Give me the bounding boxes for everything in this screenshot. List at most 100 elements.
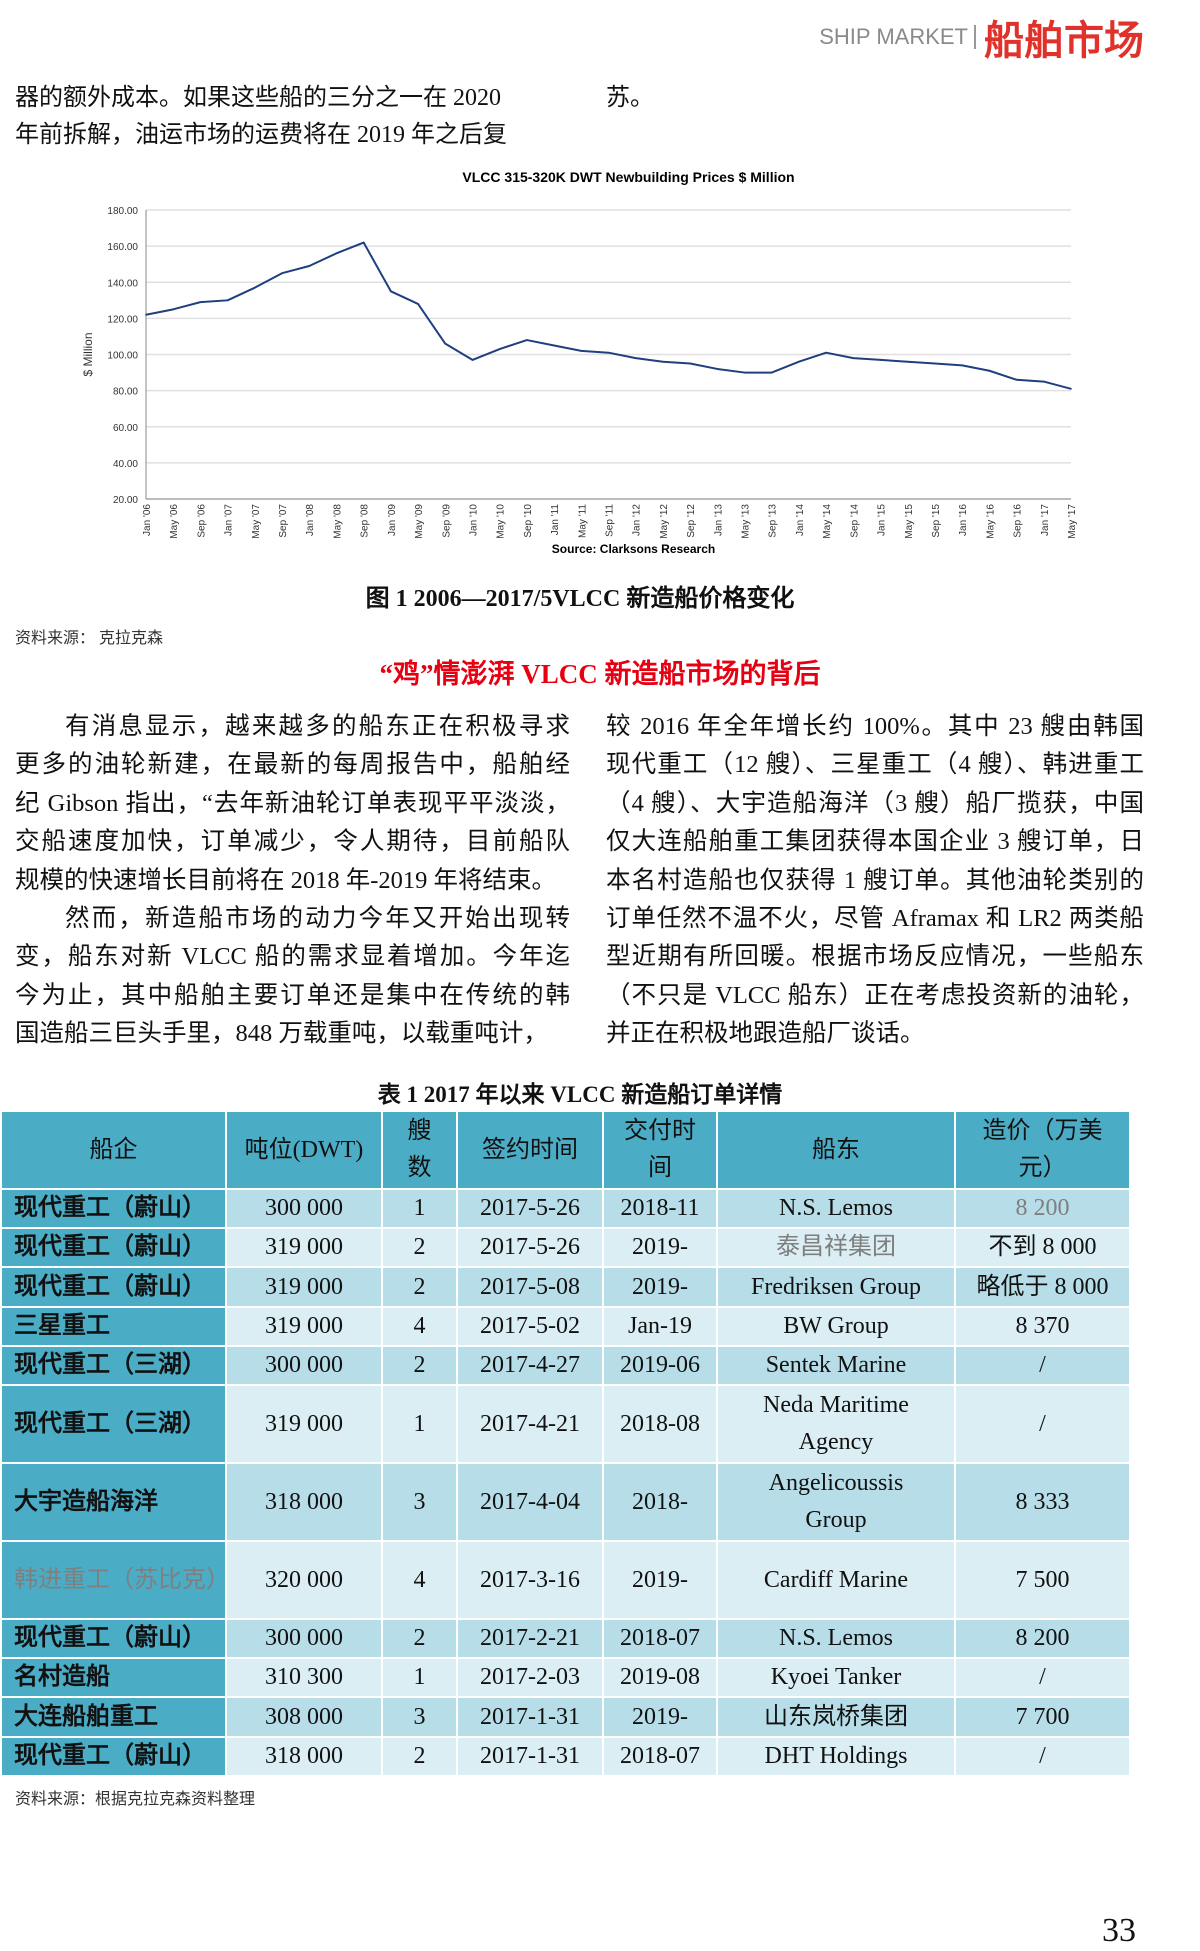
table-row: 韩进重工（苏比克） 320 000 4 2017-3-16 2019- Cardiff M… [0,1540,1131,1620]
data-point [553,344,555,347]
table-cell: 2019- [602,1227,718,1268]
x-tick-label: May '12 [659,504,670,539]
paragraph-line: 现代重工（12 艘）、三星重工（4 艘）、韩进重工 [606,751,1144,779]
data-point [1015,378,1018,381]
figure-caption: 图 1 2006—2017/5VLCC 新造船价格变化 [365,586,795,612]
table-cell: 319 000 [225,1227,383,1268]
table-cell: 318 000 [225,1736,383,1777]
table-cell: BW Group [716,1306,956,1347]
column-header-label: 船企 [89,1136,138,1163]
y-tick-label: 100.00 [107,351,138,362]
table-cell: 2017-4-21 [456,1384,604,1464]
table-header-row: 船企 吨位(DWT) 艘数 签约时间 交付时间 船东 造价（万美元） [0,1110,1131,1190]
x-tick-label: Sep '07 [278,504,289,538]
page-number: 33 [1102,1912,1136,1949]
header-cn: 船舶市场 [984,18,1144,64]
data-point [716,368,719,370]
x-tick-label: May '13 [741,504,752,539]
table-cell: Angelicoussis Group [716,1462,956,1542]
column-header: 船企 [0,1110,227,1190]
data-point [226,299,229,302]
paragraph-line: 并正在积极地跟造船厂谈话。 [606,1020,925,1048]
data-point [308,265,311,267]
table-cell: 韩进重工（苏比克） [0,1540,227,1620]
figure-source: 资料来源： 克拉克森 [15,630,164,647]
intro-line: 年前拆解，油运市场的运费将在 2019 年之后复 [15,122,507,148]
table-row: 现代重工（三湖） 300 000 2 2017-4-27 2019-06 Sentek M… [0,1345,1131,1386]
table-cell: 现代重工（蔚山） [0,1188,227,1229]
x-tick-label: Sep '06 [196,504,207,538]
table-cell: 7 500 [954,1540,1131,1620]
table-source: 资料来源：根据克拉克森资料整理 [15,1791,256,1808]
data-point [634,357,637,359]
paragraph-line: 本名村造船也仅获得 1 艘订单。其他油轮类别的 [606,866,1144,894]
data-point [172,308,175,311]
table-cell: 300 000 [225,1618,383,1659]
chart-title: VLCC 315-320K DWT Newbuilding Prices $ M… [462,170,794,185]
table-cell: 2019- [602,1540,718,1620]
table-cell: 1 [381,1384,458,1464]
x-tick-label: Jan '11 [550,504,561,536]
x-tick-label: May '17 [1067,504,1078,539]
y-tick-label: 120.00 [107,314,138,325]
table-cell: 山东岚桥集团 [716,1696,956,1738]
table-cell: 320 000 [225,1540,383,1620]
x-tick-label: Sep '14 [849,504,860,538]
table-cell: 现代重工（蔚山） [0,1736,227,1777]
table-cell: 名村造船 [0,1657,227,1698]
table-cell: 3 [381,1462,458,1542]
data-point [662,360,664,363]
data-point [362,241,365,244]
table-cell: 4 [381,1540,458,1620]
x-tick-label: Jan '10 [468,504,479,536]
table-cell: / [954,1345,1131,1386]
left-column: 有消息显示，越来越多的船东正在积极寻求 更多的油轮新建，在最新的每周报告中，船舶经… [15,708,570,1054]
table-cell: 三星重工 [0,1306,227,1347]
table-cell: Neda Maritime Agency [716,1384,956,1464]
table-row: 大宇造船海洋 318 000 3 2017-4-04 2018- Angelicoussi… [0,1462,1131,1542]
right-column: 较 2016 年全年增长约 100%。其中 23 艘由韩国 现代重工（12 艘）、… [606,708,1144,1054]
column-header: 吨位(DWT) [225,1110,383,1190]
header-en: SHIP MARKET [819,24,968,49]
table-cell: 2019-08 [602,1657,718,1698]
table-cell: 2017-1-31 [456,1736,604,1777]
x-tick-label: Jan '08 [305,504,316,536]
data-point [281,272,283,275]
x-tick-label: Jan '07 [224,504,235,536]
data-point [254,286,256,289]
table-cell: 2019-06 [602,1345,718,1386]
column-header: 艘数 [381,1110,458,1190]
table-cell: 4 [381,1306,458,1347]
paragraph-line: 型近期有所回暖。根据市场反应情况，一些船东 [606,943,1144,971]
y-tick-label: 180.00 [107,206,138,217]
x-tick-label: May '11 [577,504,588,538]
table-cell: 现代重工（蔚山） [0,1227,227,1268]
x-tick-label: Jan '06 [142,504,153,536]
table-cell: 现代重工（三湖） [0,1384,227,1464]
y-tick-label: 20.00 [113,495,138,506]
x-tick-label: May '15 [904,504,915,539]
table-cell: 3 [381,1696,458,1738]
table-cell: 大宇造船海洋 [0,1462,227,1542]
table-cell: 不到 8 000 [954,1227,1131,1268]
intro-line: 器的额外成本。如果这些船的三分之一在 2020 [15,85,501,111]
paragraph-line: 变，船东对新 VLCC 船的需求显着增加。今年迄 [15,943,570,971]
x-tick-label: Sep '10 [523,504,534,538]
table-row: 名村造船 310 300 1 2017-2-03 2019-08 Kyoei Tanker… [0,1657,1131,1698]
data-point [934,362,936,365]
table-cell: 2 [381,1227,458,1268]
header-divider [974,25,976,49]
orders-table: 船企 吨位(DWT) 艘数 签约时间 交付时间 船东 造价（万美元） 现代重工（蔚山） 300… [0,1110,1131,1777]
table-row: 现代重工（蔚山） 300 000 1 2017-5-26 2018-11 N.S. Lem… [0,1188,1131,1229]
data-point [961,364,963,367]
x-tick-label: May '06 [169,504,180,539]
table-cell: 2017-2-21 [456,1618,604,1659]
table-cell: 2019- [602,1266,718,1308]
table-cell: 2017-5-08 [456,1266,604,1308]
column-header: 造价（万美元） [954,1110,1131,1190]
data-point [852,357,855,359]
data-point [145,313,147,316]
section-title: “鸡”情澎湃 VLCC 新造船市场的背后 [379,659,821,689]
table-cell: 2018-07 [602,1618,718,1659]
data-point [471,359,474,361]
